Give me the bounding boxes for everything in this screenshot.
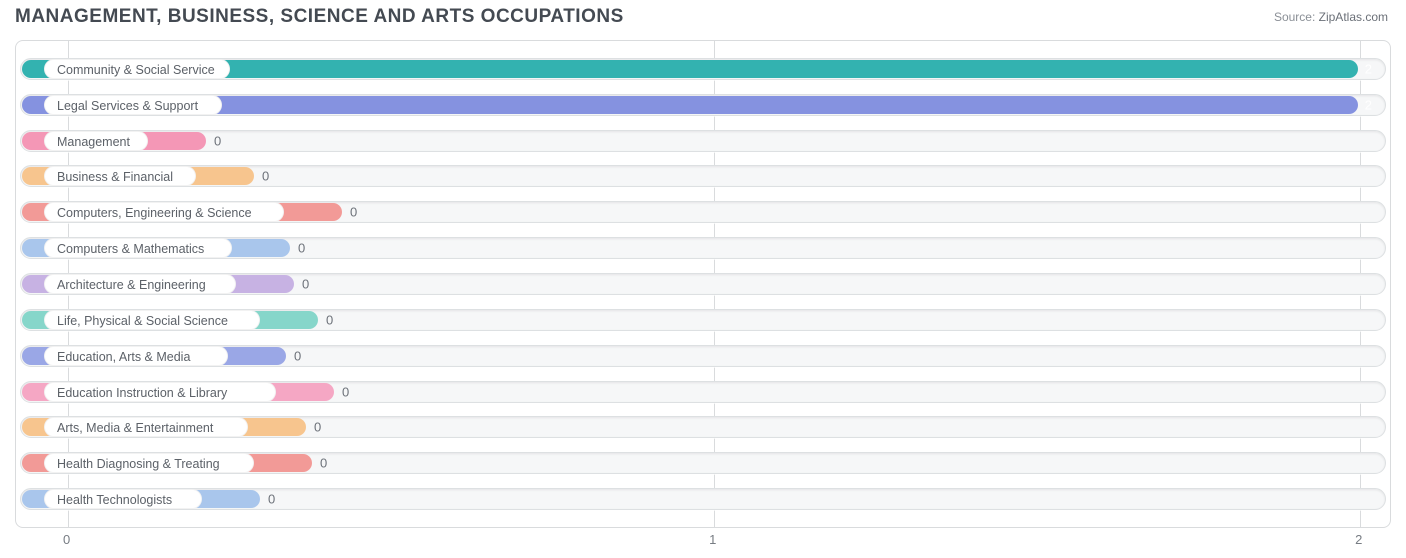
bar-track xyxy=(20,130,1386,152)
chart-title: MANAGEMENT, BUSINESS, SCIENCE AND ARTS O… xyxy=(15,6,624,28)
value-label: 0 xyxy=(302,276,309,291)
x-tick-label: 1 xyxy=(709,532,716,547)
x-axis: 0 1 2 xyxy=(15,532,1391,552)
category-label-pill: Legal Services & Support xyxy=(44,95,222,115)
category-label-pill: Computers, Engineering & Science xyxy=(44,202,284,222)
chart-row: Education Instruction & Library 0 xyxy=(16,374,1390,410)
category-label-pill: Architecture & Engineering xyxy=(44,274,236,294)
chart-row: Arts, Media & Entertainment 0 xyxy=(16,409,1390,445)
chart-row: Computers & Mathematics 0 xyxy=(16,230,1390,266)
value-label: 2 xyxy=(1365,61,1372,76)
category-label-pill: Management xyxy=(44,131,148,151)
chart-row: Legal Services & Support 2 xyxy=(16,87,1390,123)
value-label: 0 xyxy=(326,312,333,327)
value-label: 0 xyxy=(320,456,327,471)
chart-row: Community & Social Service 2 xyxy=(16,51,1390,87)
chart-row: Education, Arts & Media 0 xyxy=(16,338,1390,374)
x-tick-label: 0 xyxy=(63,532,70,547)
source-attribution: Source: ZipAtlas.com xyxy=(1274,10,1388,24)
chart-row: Business & Financial 0 xyxy=(16,159,1390,195)
plot-area: Community & Social Service2Legal Service… xyxy=(15,40,1391,528)
source-value: ZipAtlas.com xyxy=(1319,10,1388,24)
chart-row: Health Technologists 0 xyxy=(16,481,1390,517)
category-label-pill: Education, Arts & Media xyxy=(44,346,228,366)
chart-row: Computers, Engineering & Science 0 xyxy=(16,194,1390,230)
chart-rows: Community & Social Service2Legal Service… xyxy=(16,51,1390,517)
category-label-pill: Business & Financial xyxy=(44,166,196,186)
category-label-pill: Life, Physical & Social Science xyxy=(44,310,260,330)
value-label: 0 xyxy=(298,241,305,256)
value-label: 0 xyxy=(214,133,221,148)
value-label: 0 xyxy=(268,492,275,507)
category-label-pill: Arts, Media & Entertainment xyxy=(44,417,248,437)
category-label-pill: Health Technologists xyxy=(44,489,202,509)
value-label: 0 xyxy=(350,205,357,220)
value-label: 0 xyxy=(314,420,321,435)
bar xyxy=(22,96,1358,114)
category-label-pill: Computers & Mathematics xyxy=(44,238,232,258)
chart-row: Health Diagnosing & Treating 0 xyxy=(16,445,1390,481)
value-label: 0 xyxy=(342,384,349,399)
chart-row: Management 0 xyxy=(16,123,1390,159)
value-label: 0 xyxy=(294,348,301,363)
category-label-pill: Health Diagnosing & Treating xyxy=(44,453,254,473)
chart-row: Architecture & Engineering 0 xyxy=(16,266,1390,302)
category-label-pill: Community & Social Service xyxy=(44,59,230,79)
chart-row: Life, Physical & Social Science 0 xyxy=(16,302,1390,338)
value-label: 2 xyxy=(1365,97,1372,112)
category-label-pill: Education Instruction & Library xyxy=(44,382,276,402)
source-label: Source: xyxy=(1274,10,1315,24)
x-tick-label: 2 xyxy=(1355,532,1362,547)
value-label: 0 xyxy=(262,169,269,184)
